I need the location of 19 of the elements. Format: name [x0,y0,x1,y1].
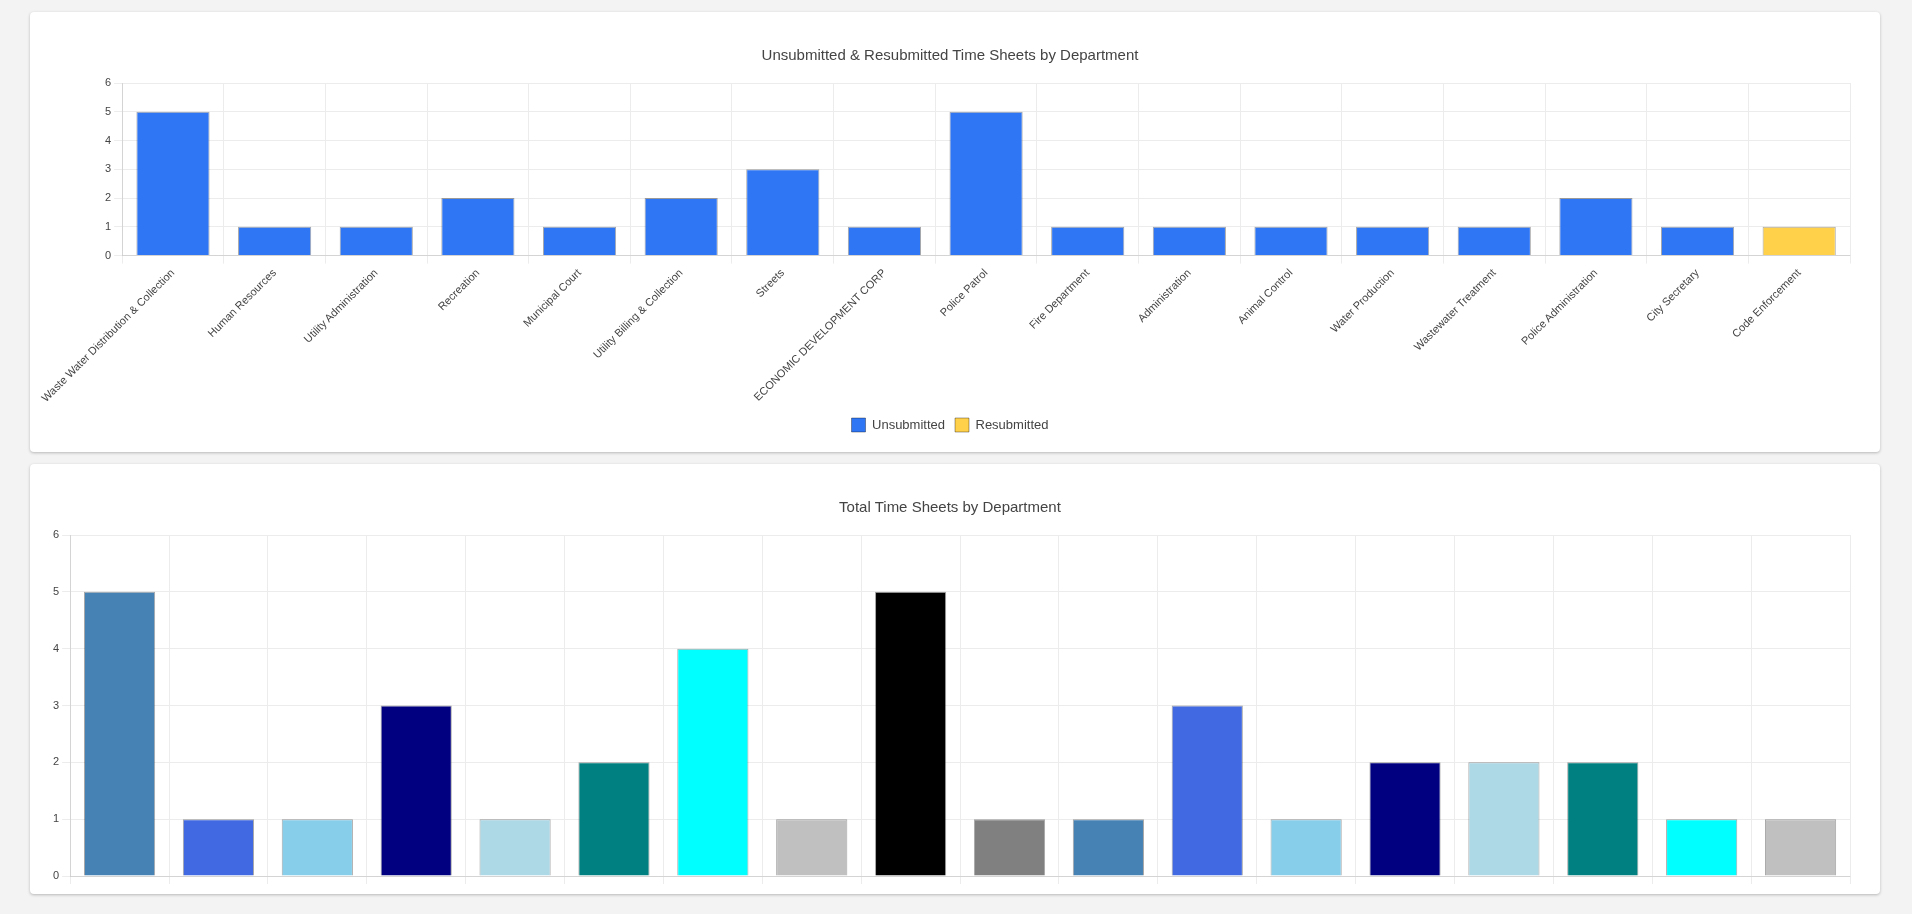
y-tick-label: 6 [105,76,112,89]
y-tick-label: 1 [105,219,112,232]
legend-label: Unsubmitted [872,416,946,432]
y-tick-label: 2 [52,755,60,768]
bar [875,591,947,876]
y-tick-label: 0 [105,248,112,261]
chart-title: Total Time Sheets by Department [839,498,1062,516]
y-tick-label: 4 [52,641,60,654]
y-tick-label: 1 [52,812,60,825]
legend-label: Resubmitted [975,416,1049,432]
y-tick-label: 2 [105,191,112,204]
y-tick-label: 4 [105,133,112,146]
y-tick-label: 0 [52,869,60,882]
chart-title: Unsubmitted & Resubmitted Time Sheets by Department [761,46,1140,64]
y-tick-label: 5 [105,104,112,117]
y-tick-label: 6 [52,528,60,541]
y-tick-label: 3 [105,162,112,175]
y-tick-label: 3 [52,698,60,711]
y-tick-label: 5 [52,584,60,597]
